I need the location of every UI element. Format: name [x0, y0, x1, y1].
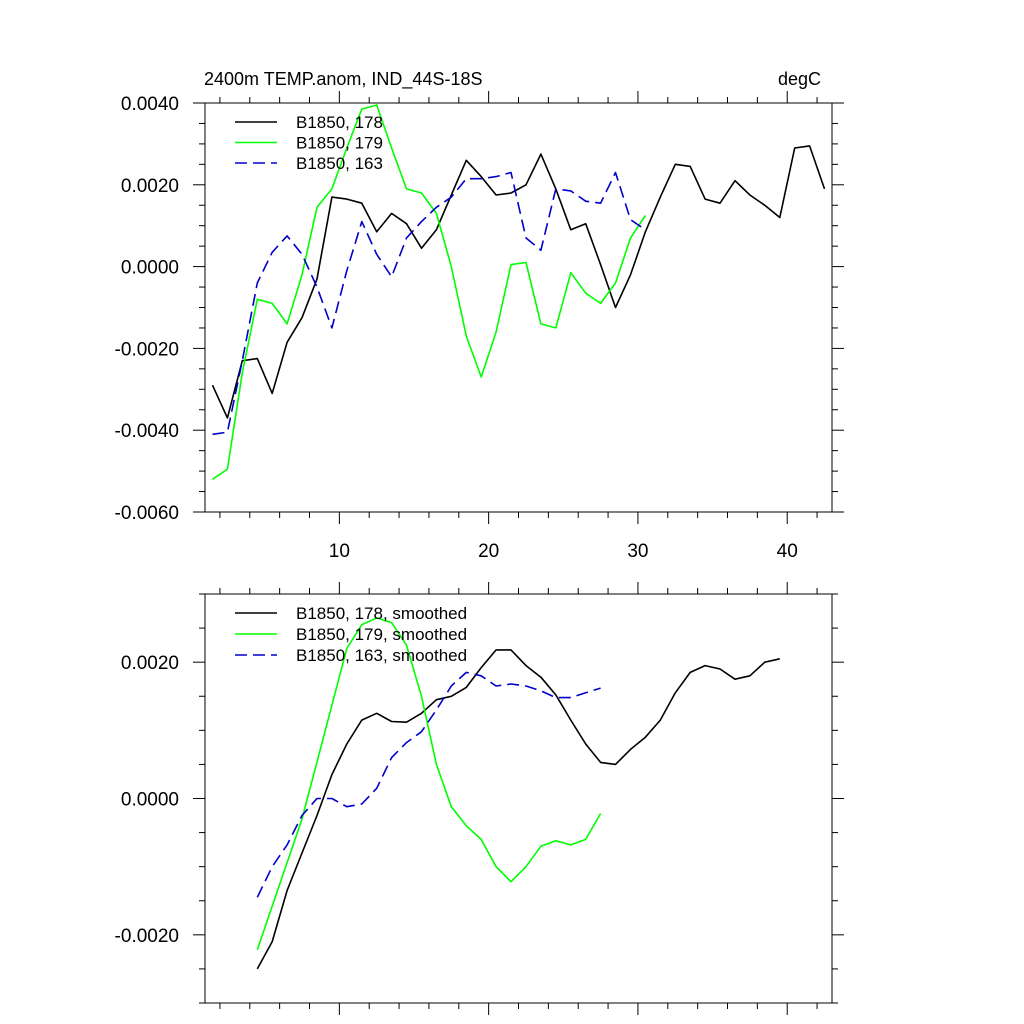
series-line-3: [212, 171, 646, 436]
y-tick-label: 0.0000: [121, 258, 179, 279]
legend-label: B1850, 179, smoothed: [296, 625, 467, 644]
x-tick-label: 40: [777, 541, 798, 562]
legend-label: B1850, 178, smoothed: [296, 604, 467, 623]
series-line-2: [256, 617, 602, 951]
y-tick-label: 0.0000: [121, 790, 179, 811]
series-line-1: [211, 145, 826, 419]
legend-label: B1850, 179: [296, 134, 383, 153]
y-tick-label: 0.0020: [121, 653, 179, 674]
panel-top: 2400m TEMP.anom, IND_44S-18S degC 10 20 30…: [115, 69, 844, 562]
y-tick-label: -0.0060: [115, 503, 179, 524]
legend-label: B1850, 163: [296, 154, 383, 173]
y-tick-label: 0.0040: [121, 94, 179, 115]
y-tick-label: -0.0020: [115, 339, 179, 360]
panel-bottom: -0.0020 0.0000 0.0020 B1850, 178, smoothed B…: [115, 582, 844, 1015]
series-line-2: [212, 104, 647, 480]
y-tick-label: 0.0020: [121, 176, 179, 197]
series-line-1: [256, 649, 780, 970]
legend-label: B1850, 178: [296, 113, 383, 132]
series-line-3: [256, 671, 601, 898]
legend-label: B1850, 163, smoothed: [296, 646, 467, 665]
x-tick-label: 20: [478, 541, 499, 562]
y-tick-label: -0.0020: [115, 926, 179, 947]
panel-units: degC: [778, 69, 821, 89]
x-tick-label: 10: [329, 541, 350, 562]
y-tick-label: -0.0040: [115, 421, 179, 442]
panel-title: 2400m TEMP.anom, IND_44S-18S: [204, 69, 482, 90]
x-tick-label: 30: [627, 541, 648, 562]
